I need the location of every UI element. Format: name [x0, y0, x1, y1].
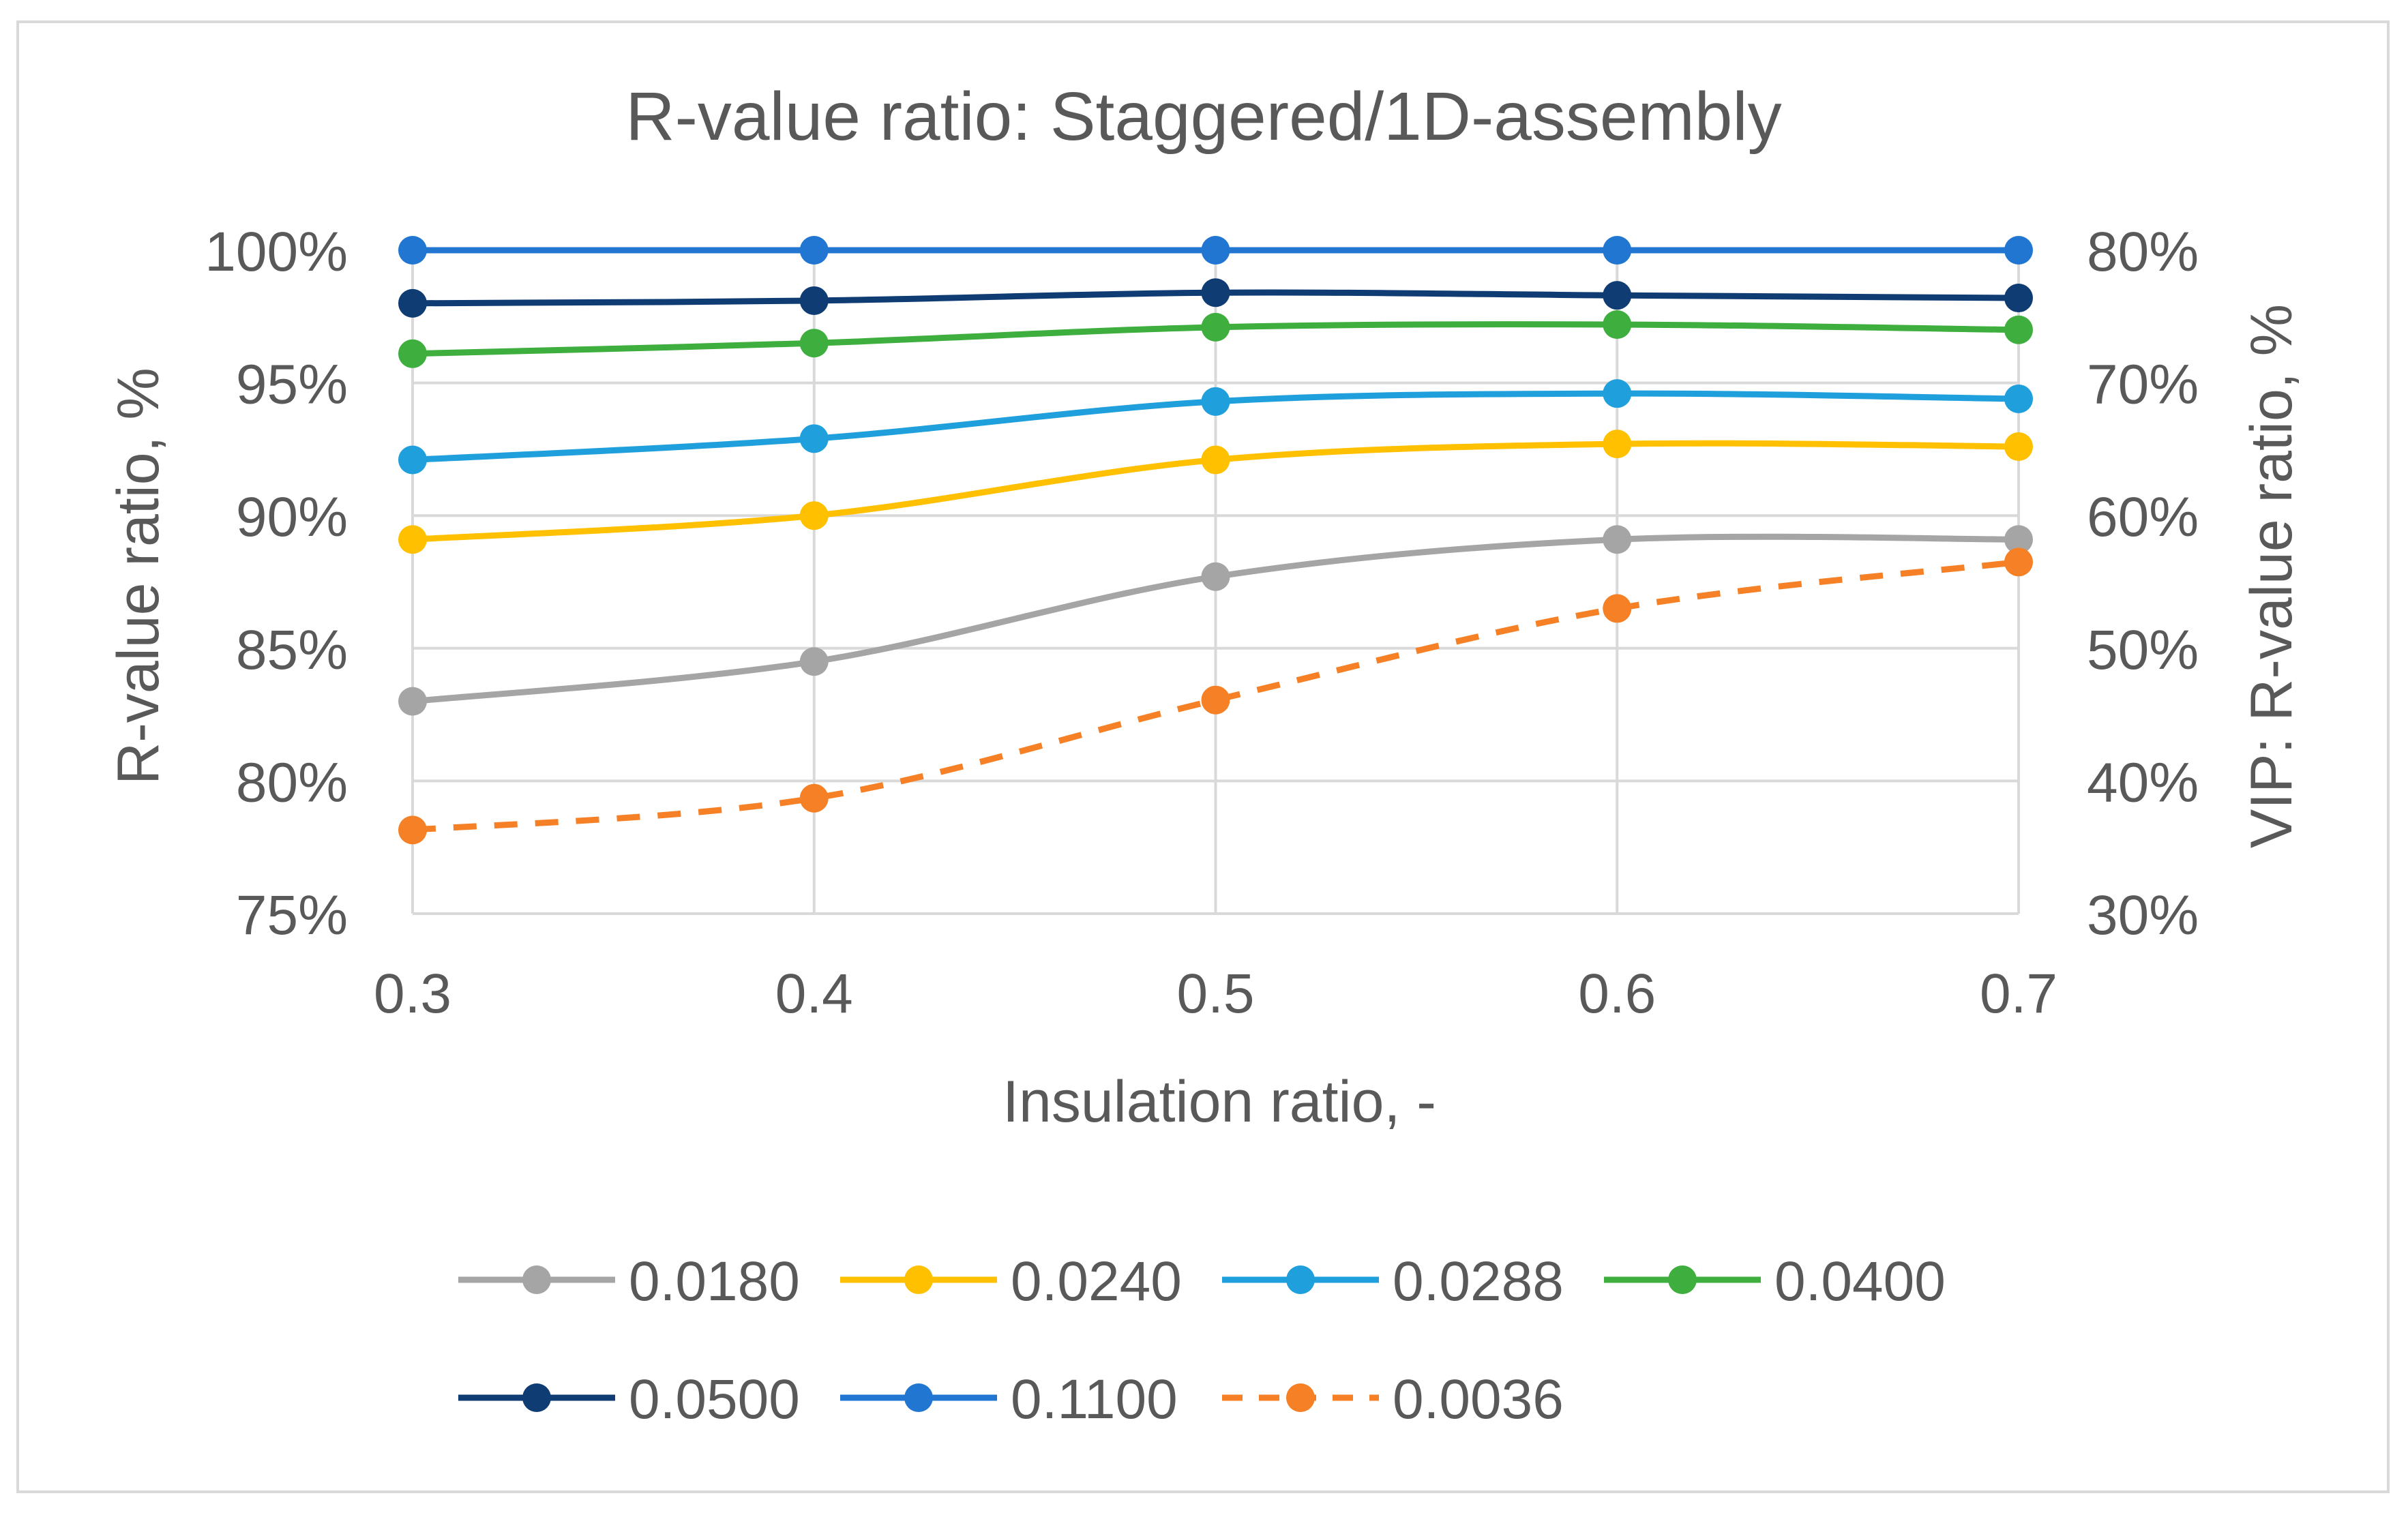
- data-point: [1603, 594, 1632, 623]
- data-point: [799, 647, 829, 676]
- data-point: [398, 687, 427, 716]
- legend-marker: [1286, 1265, 1315, 1294]
- data-point: [1201, 445, 1230, 475]
- data-point: [2004, 284, 2033, 313]
- legend-marker: [904, 1383, 933, 1412]
- data-point: [1603, 525, 1632, 554]
- legend-label: 0.0036: [1393, 1368, 1564, 1430]
- data-point: [799, 424, 829, 453]
- legend-entry: 0.0288: [1222, 1250, 1564, 1312]
- data-point: [1603, 281, 1632, 310]
- y2-axis-label: VIP: R-value ratio, %: [2239, 304, 2304, 848]
- x-tick-label: 0.5: [1177, 963, 1255, 1025]
- data-point: [1201, 278, 1230, 308]
- data-point: [2004, 525, 2033, 554]
- data-point: [2004, 548, 2033, 577]
- series-group: [398, 236, 2033, 845]
- x-axis-ticks: 0.3 0.4 0.5 0.6 0.7: [374, 963, 2057, 1025]
- data-point: [799, 286, 829, 315]
- data-point: [1201, 562, 1230, 591]
- x-axis-label: Insulation ratio, -: [1002, 1069, 1436, 1135]
- y-tick-label: 75%: [236, 884, 348, 946]
- legend-entry: 0.0036: [1222, 1368, 1564, 1430]
- y2-tick-label: 70%: [2087, 354, 2199, 416]
- x-tick-label: 0.3: [374, 963, 451, 1025]
- x-tick-label: 0.4: [775, 963, 853, 1025]
- data-point: [799, 501, 829, 530]
- legend-entry: 0.0180: [458, 1250, 800, 1312]
- series-line: [412, 558, 2019, 833]
- legend-label: 0.0500: [629, 1368, 800, 1430]
- data-point: [799, 329, 829, 358]
- data-point: [1603, 236, 1632, 265]
- data-point: [1603, 430, 1632, 459]
- series-0.0240: [398, 430, 2033, 554]
- data-point: [398, 236, 427, 265]
- series-0.0288: [398, 379, 2033, 475]
- legend-label: 0.1100: [1011, 1368, 1178, 1430]
- data-point: [2004, 432, 2033, 462]
- legend-label: 0.0288: [1393, 1250, 1564, 1312]
- series-0.0036: [398, 548, 2033, 845]
- data-point: [398, 339, 427, 368]
- x-tick-label: 0.6: [1578, 963, 1656, 1025]
- legend-entry: 0.1100: [840, 1368, 1178, 1430]
- legend-label: 0.0240: [1011, 1250, 1182, 1312]
- data-point: [1201, 236, 1230, 265]
- y2-tick-label: 40%: [2087, 751, 2199, 813]
- chart-title: R-value ratio: Staggered/1D-assembly: [625, 78, 1781, 155]
- legend-marker: [522, 1383, 551, 1412]
- data-point: [1201, 312, 1230, 342]
- data-point: [1201, 685, 1230, 715]
- data-point: [398, 525, 427, 554]
- data-point: [1603, 379, 1632, 408]
- y2-tick-label: 30%: [2087, 884, 2199, 946]
- series-0.0500: [398, 278, 2033, 318]
- legend-marker: [1668, 1265, 1697, 1294]
- data-point: [398, 815, 427, 845]
- legend-marker: [904, 1265, 933, 1294]
- legend-label: 0.0400: [1774, 1250, 1946, 1312]
- series-0.1100: [398, 236, 2033, 265]
- legend-marker: [522, 1265, 551, 1294]
- legend-marker: [1286, 1383, 1315, 1412]
- data-point: [2004, 315, 2033, 344]
- series-0.0400: [398, 310, 2033, 368]
- y-tick-label: 80%: [236, 751, 348, 813]
- y-tick-label: 90%: [236, 486, 348, 548]
- data-point: [2004, 384, 2033, 413]
- y-tick-label: 85%: [236, 619, 348, 681]
- y2-axis-ticks: 30% 40% 50% 60% 70% 80%: [2087, 221, 2199, 946]
- data-point: [398, 288, 427, 318]
- y-axis-label: R-value ratio, %: [106, 368, 171, 785]
- legend-entry: 0.0500: [458, 1368, 800, 1430]
- y-axis-ticks: 75% 80% 85% 90% 95% 100%: [205, 221, 348, 946]
- data-point: [2004, 236, 2033, 265]
- legend-entry: 0.0240: [840, 1250, 1182, 1312]
- data-point: [1201, 387, 1230, 416]
- legend-label: 0.0180: [629, 1250, 800, 1312]
- data-point: [799, 783, 829, 813]
- y2-tick-label: 50%: [2087, 619, 2199, 681]
- data-point: [398, 445, 427, 475]
- y-tick-label: 95%: [236, 354, 348, 416]
- legend-entry: 0.0400: [1604, 1250, 1946, 1312]
- data-point: [799, 236, 829, 265]
- legend: 0.0180 0.0240 0.0288 0.0400 0.0500 0.1100 0.00…: [458, 1250, 1946, 1430]
- x-tick-label: 0.7: [1980, 963, 2057, 1025]
- y2-tick-label: 60%: [2087, 486, 2199, 548]
- series-0.0180: [398, 525, 2033, 716]
- y2-tick-label: 80%: [2087, 221, 2199, 283]
- y-tick-label: 100%: [205, 221, 348, 283]
- data-point: [1603, 310, 1632, 339]
